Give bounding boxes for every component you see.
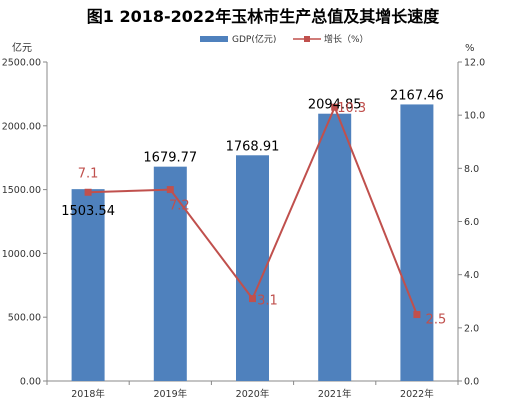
right-tick-label: 0.0 xyxy=(464,377,479,388)
legend-gdp-label: GDP(亿元) xyxy=(232,33,276,45)
data-labels: 1503.54 1679.77 1768.91 2094.85 2167.46 7.1 7.… xyxy=(61,88,446,327)
left-tick-label: 1500.00 xyxy=(2,185,41,196)
gdp-data-label: 1679.77 xyxy=(143,151,197,166)
gdp-data-label: 2094.85 xyxy=(308,98,362,113)
right-tick-label: 2.0 xyxy=(464,323,479,334)
left-axis-unit: 亿元 xyxy=(12,41,32,54)
x-tick-label: 2020年 xyxy=(236,388,270,400)
gdp-bar xyxy=(153,166,187,381)
gdp-bar xyxy=(236,155,269,381)
gdp-data-label: 1768.91 xyxy=(226,139,280,154)
line-series xyxy=(84,103,421,319)
gdp-data-label: 2167.46 xyxy=(390,88,444,103)
right-tick-label: 8.0 xyxy=(464,164,479,175)
right-tick-label: 4.0 xyxy=(464,270,479,281)
growth-data-label: 2.5 xyxy=(426,313,447,328)
left-tick-label: 2000.00 xyxy=(2,121,41,132)
growth-marker xyxy=(331,103,339,111)
growth-data-label: 10.3 xyxy=(337,101,366,116)
legend-growth-marker xyxy=(304,36,310,42)
x-tick-label: 2019年 xyxy=(153,388,187,400)
gdp-data-label: 1503.54 xyxy=(61,204,115,219)
growth-marker xyxy=(249,295,256,303)
growth-marker xyxy=(84,188,92,196)
right-tick-label: 6.0 xyxy=(464,217,479,228)
axes: 0.00 500.00 1000.00 1500.00 2000.00 2500.00 0.… xyxy=(2,58,485,401)
growth-data-label: 7.2 xyxy=(169,199,190,214)
gdp-bar xyxy=(71,189,105,381)
growth-data-label: 7.1 xyxy=(78,166,99,181)
bar-series xyxy=(71,104,434,382)
growth-marker xyxy=(413,311,421,319)
gdp-bar xyxy=(318,113,352,381)
legend: GDP(亿元) 增长（%） xyxy=(200,33,369,45)
left-tick-label: 500.00 xyxy=(8,313,41,324)
x-tick-label: 2022年 xyxy=(400,388,434,400)
right-tick-label: 10.0 xyxy=(464,111,485,122)
chart-title: 图1 2018-2022年玉林市生产总值及其增长速度 xyxy=(87,7,440,26)
growth-data-label: 3.1 xyxy=(257,294,278,309)
right-axis-unit: % xyxy=(465,43,475,54)
right-tick-label: 12.0 xyxy=(464,58,485,69)
growth-marker xyxy=(166,186,174,194)
left-tick-label: 2500.00 xyxy=(2,58,41,69)
left-tick-label: 1000.00 xyxy=(2,249,41,260)
gdp-bar xyxy=(400,104,434,382)
left-tick-label: 0.00 xyxy=(20,377,41,388)
legend-gdp-swatch xyxy=(200,36,228,42)
x-tick-label: 2018年 xyxy=(71,388,105,400)
legend-growth-label: 增长（%） xyxy=(324,33,369,45)
x-tick-label: 2021年 xyxy=(318,388,352,400)
